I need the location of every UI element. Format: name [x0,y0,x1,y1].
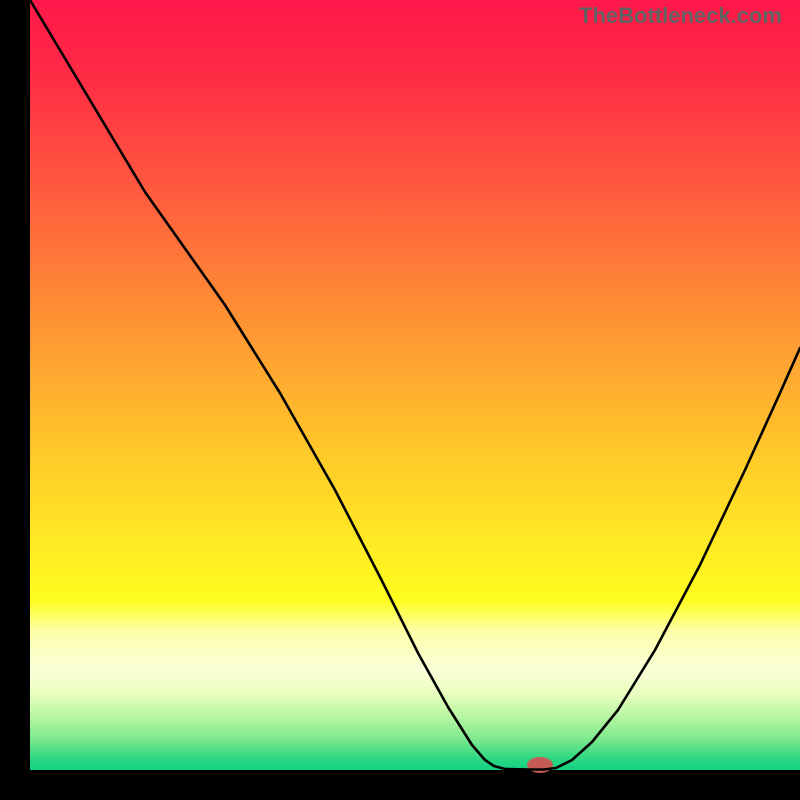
chart-gradient-background [30,0,800,770]
bottleneck-curve-chart [0,0,800,800]
chart-container: { "chart": { "type": "line", "width": 80… [0,0,800,800]
watermark-text: TheBottleneck.com [579,3,782,29]
